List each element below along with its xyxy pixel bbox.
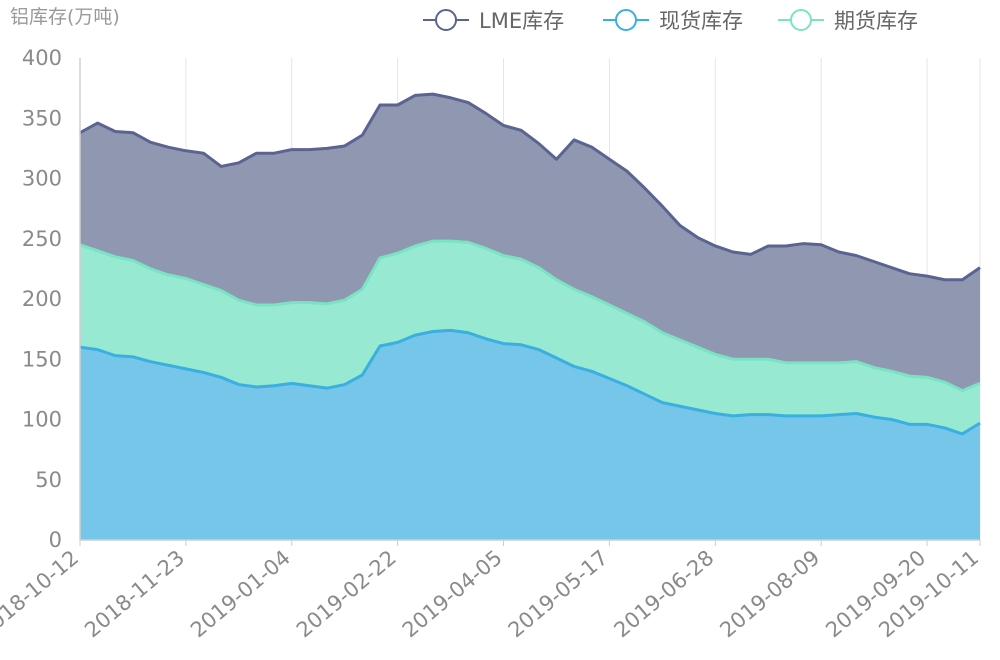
y-tick-labels: 0 50 100 150 200 250 300 350 400 bbox=[22, 46, 62, 552]
y-tick-label-1: 50 bbox=[35, 468, 62, 492]
y-tick-label-0: 0 bbox=[49, 528, 62, 552]
y-tick-label-7: 350 bbox=[22, 106, 62, 130]
legend-marker-0 bbox=[436, 10, 456, 30]
y-tick-label-4: 200 bbox=[22, 287, 62, 311]
x-tick-label-6: 2019-06-28 bbox=[610, 545, 719, 642]
x-tick-label-3: 2019-02-22 bbox=[292, 545, 401, 642]
x-tick-label-4: 2019-04-05 bbox=[398, 545, 507, 642]
y-tick-label-8: 400 bbox=[22, 46, 62, 70]
legend-marker-1 bbox=[616, 10, 636, 30]
y-tick-label-2: 100 bbox=[22, 408, 62, 432]
x-tick-label-1: 2018-11-23 bbox=[80, 545, 189, 642]
legend: LME库存 现货库存 期货库存 bbox=[423, 9, 918, 33]
legend-marker-2 bbox=[791, 10, 811, 30]
legend-label-1: 现货库存 bbox=[659, 9, 743, 33]
y-tick-label-6: 300 bbox=[22, 167, 62, 191]
legend-label-0: LME库存 bbox=[479, 9, 564, 33]
y-tick-label-5: 250 bbox=[22, 227, 62, 251]
x-tick-label-7: 2019-08-09 bbox=[715, 545, 824, 642]
x-tick-label-0: 2018-10-12 bbox=[0, 545, 83, 642]
legend-label-2: 期货库存 bbox=[834, 9, 918, 33]
aluminum-inventory-chart: 铝库存(万吨) LME库存 现货库存 期货库存 0 50 100 150 200 250 300… bbox=[0, 0, 1000, 660]
x-tick-label-5: 2019-05-17 bbox=[504, 545, 613, 642]
x-tick-label-2: 2019-01-04 bbox=[186, 545, 295, 642]
y-axis-label: 铝库存(万吨) bbox=[10, 6, 120, 28]
y-tick-label-3: 150 bbox=[22, 347, 62, 371]
x-tick-labels: 2018-10-122018-11-232019-01-042019-02-22… bbox=[0, 540, 983, 642]
